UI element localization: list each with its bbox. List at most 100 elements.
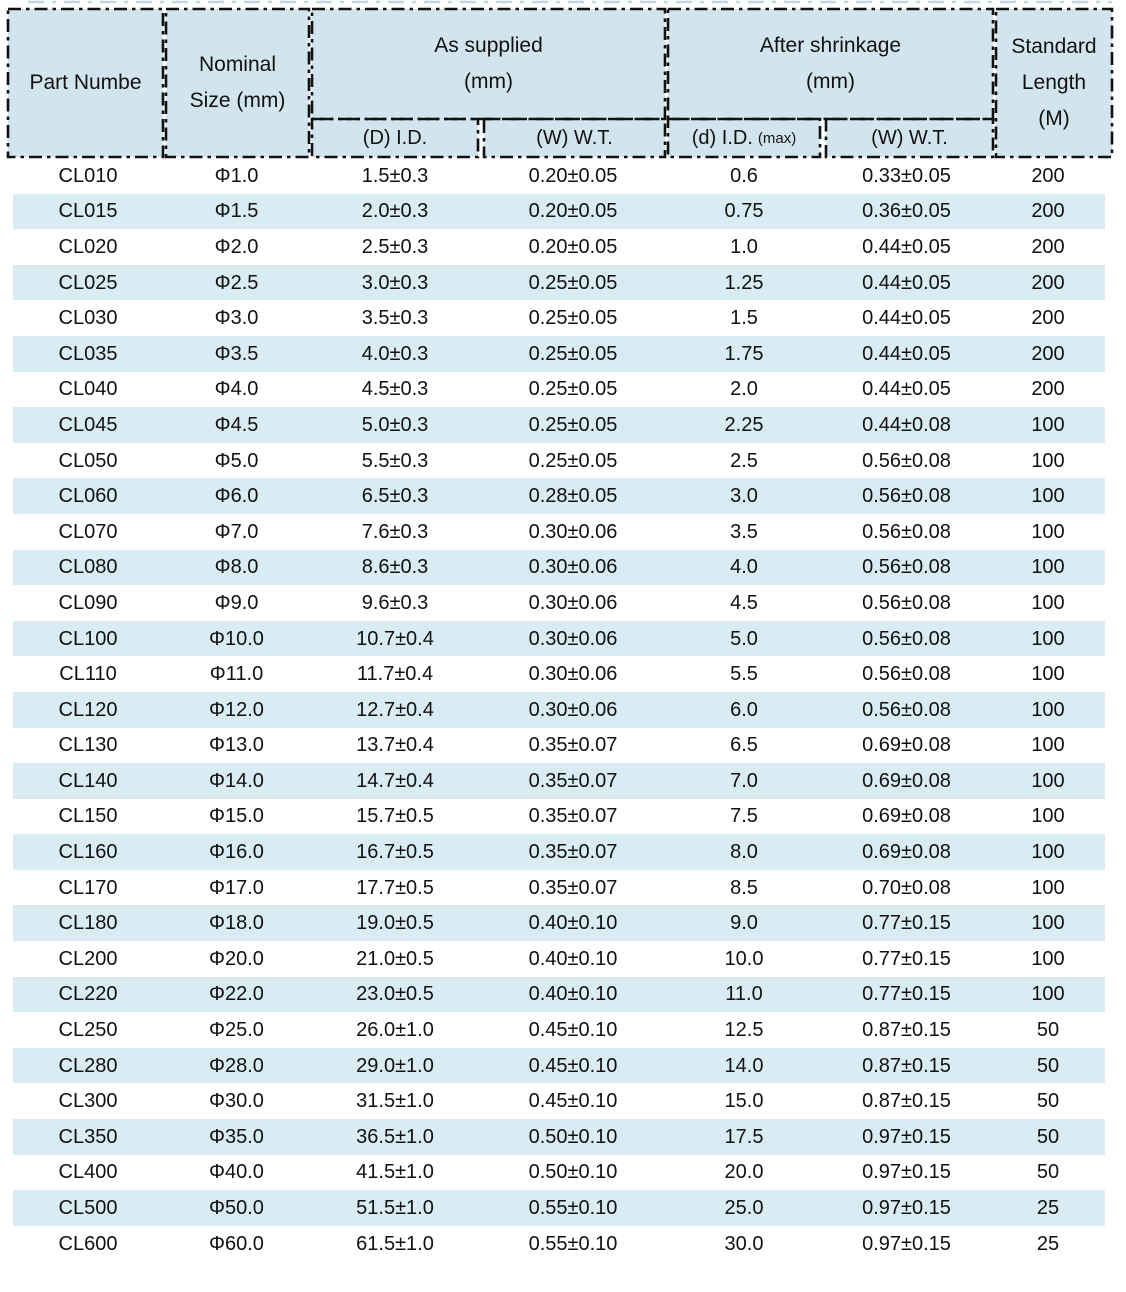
cell-shrunk-id: 7.0: [730, 769, 758, 792]
cell-part-number: CL280: [58, 1054, 118, 1077]
cell-supplied-id: 14.7±0.4: [356, 769, 434, 792]
cell-part-number: CL220: [58, 983, 118, 1006]
table-row: CL060 Φ6.0 6.5±0.3 0.28±0.05 3.0 0.56±0.08 100: [13, 478, 1105, 514]
cell-nominal-size: Φ9.0: [214, 591, 259, 614]
cell-supplied-wt: 0.50±0.10: [528, 1125, 618, 1148]
cell-shrunk-wt: 0.69±0.08: [862, 769, 951, 792]
cell-supplied-wt: 0.30±0.06: [528, 627, 618, 650]
header-as-supplied: As supplied (mm): [312, 9, 665, 119]
table-row: CL130 Φ13.0 13.7±0.4 0.35±0.07 6.5 0.69±0.08 1…: [13, 728, 1105, 764]
cell-shrunk-wt: 0.44±0.05: [862, 271, 951, 294]
cell-standard-length: 100: [1031, 698, 1065, 721]
cell-shrunk-wt: 0.56±0.08: [862, 556, 951, 579]
cell-shrunk-id: 1.5: [730, 307, 758, 330]
cell-supplied-wt: 0.25±0.05: [528, 378, 618, 401]
cell-standard-length: 100: [1031, 876, 1065, 899]
cell-supplied-id: 4.0±0.3: [361, 342, 429, 365]
cell-nominal-size: Φ1.0: [214, 164, 259, 187]
header-shrunk-id-max-label: (max): [757, 129, 797, 147]
table-row: CL180 Φ18.0 19.0±0.5 0.40±0.10 9.0 0.77±0.15 1…: [13, 905, 1105, 942]
cell-nominal-size: Φ4.0: [214, 378, 259, 401]
cell-standard-length: 100: [1031, 912, 1065, 935]
table-row: CL170 Φ17.0 17.7±0.5 0.35±0.07 8.5 0.70±0.08 1…: [13, 870, 1105, 906]
cell-supplied-wt: 0.25±0.05: [528, 449, 618, 472]
table-row: CL100 Φ10.0 10.7±0.4 0.30±0.06 5.0 0.56±0.08 1…: [13, 620, 1105, 657]
cell-standard-length: 100: [1031, 627, 1065, 650]
header-standard-length: Standard Length (M): [996, 9, 1112, 157]
table-row: CL160 Φ16.0 16.7±0.5 0.35±0.07 8.0 0.69±0.08 1…: [13, 834, 1105, 870]
cell-nominal-size: Φ40.0: [209, 1161, 264, 1184]
cell-standard-length: 25: [1036, 1232, 1060, 1255]
cell-supplied-id: 13.7±0.4: [356, 734, 434, 757]
cell-part-number: CL110: [59, 663, 117, 686]
cell-shrunk-wt: 0.36±0.05: [862, 200, 951, 223]
table-row: CL120 Φ12.0 12.7±0.4 0.30±0.06 6.0 0.56±0.08 1…: [13, 691, 1105, 728]
cell-shrunk-id: 6.0: [730, 698, 758, 721]
cell-supplied-wt: 0.30±0.06: [528, 591, 618, 614]
cell-part-number: CL180: [58, 912, 118, 935]
cell-shrunk-id: 25.0: [724, 1197, 764, 1220]
cell-shrunk-id: 1.75: [724, 342, 764, 365]
cell-supplied-wt: 0.25±0.05: [528, 413, 618, 436]
cell-nominal-size: Φ60.0: [209, 1232, 264, 1255]
cell-supplied-wt: 0.20±0.05: [528, 200, 618, 223]
table-row: CL030 Φ3.0 3.5±0.3 0.25±0.05 1.5 0.44±0.05 200: [13, 300, 1105, 336]
table-row: CL090 Φ9.0 9.6±0.3 0.30±0.06 4.5 0.56±0.08 100: [13, 585, 1105, 621]
cell-standard-length: 50: [1036, 1019, 1060, 1042]
cell-part-number: CL020: [58, 235, 118, 258]
cell-nominal-size: Φ13.0: [209, 734, 264, 757]
cell-supplied-id: 5.0±0.3: [361, 413, 429, 436]
cell-supplied-wt: 0.30±0.06: [528, 698, 618, 721]
cell-nominal-size: Φ30.0: [209, 1090, 264, 1113]
table-row: CL025 Φ2.5 3.0±0.3 0.25±0.05 1.25 0.44±0.05 20…: [13, 264, 1105, 301]
cell-supplied-wt: 0.20±0.05: [528, 235, 618, 258]
cell-shrunk-id: 2.25: [724, 413, 764, 436]
header-part-number: Part Numbe: [8, 9, 163, 157]
cell-standard-length: 200: [1031, 342, 1065, 365]
cell-standard-length: 200: [1031, 307, 1065, 330]
cell-supplied-id: 31.5±1.0: [356, 1090, 434, 1113]
cell-part-number: CL090: [58, 591, 118, 614]
cell-shrunk-wt: 0.97±0.15: [862, 1232, 951, 1255]
cell-part-number: CL150: [58, 805, 118, 828]
cell-shrunk-wt: 0.77±0.15: [862, 947, 951, 970]
cell-part-number: CL050: [58, 449, 118, 472]
cell-nominal-size: Φ8.0: [214, 556, 259, 579]
cell-part-number: CL200: [58, 947, 118, 970]
table-row: CL040 Φ4.0 4.5±0.3 0.25±0.05 2.0 0.44±0.05 200: [13, 372, 1105, 408]
cell-nominal-size: Φ17.0: [209, 876, 264, 899]
cell-standard-length: 100: [1031, 591, 1065, 614]
cell-nominal-size: Φ10.0: [209, 627, 264, 650]
cell-shrunk-wt: 0.44±0.08: [862, 413, 951, 436]
header-shrunk-id-label: (d) I.D.: [691, 127, 753, 149]
cell-supplied-wt: 0.25±0.05: [528, 307, 618, 330]
cell-supplied-wt: 0.40±0.10: [528, 983, 618, 1006]
cell-nominal-size: Φ3.0: [214, 307, 259, 330]
cell-shrunk-id: 8.0: [730, 841, 758, 864]
cell-supplied-id: 51.5±1.0: [356, 1197, 434, 1220]
table-row: CL070 Φ7.0 7.6±0.3 0.30±0.06 3.5 0.56±0.08 100: [13, 514, 1105, 550]
cell-supplied-id: 4.5±0.3: [361, 378, 429, 401]
cell-shrunk-wt: 0.69±0.08: [862, 734, 951, 757]
cell-standard-length: 200: [1031, 235, 1065, 258]
table-row: CL020 Φ2.0 2.5±0.3 0.20±0.05 1.0 0.44±0.05 200: [13, 229, 1105, 265]
cell-part-number: CL600: [58, 1232, 118, 1255]
cell-standard-length: 100: [1031, 449, 1065, 472]
table-row: CL140 Φ14.0 14.7±0.4 0.35±0.07 7.0 0.69±0.08 1…: [13, 763, 1105, 799]
cell-shrunk-id: 30.0: [724, 1232, 764, 1255]
cell-supplied-id: 1.5±0.3: [361, 164, 429, 187]
cell-supplied-id: 23.0±0.5: [356, 983, 434, 1006]
table-row: CL010 Φ1.0 1.5±0.3 0.20±0.05 0.6 0.33±0.05 200: [13, 158, 1105, 194]
cell-supplied-id: 3.5±0.3: [361, 307, 429, 330]
cell-nominal-size: Φ7.0: [214, 520, 259, 543]
cell-shrunk-wt: 0.70±0.08: [862, 876, 951, 899]
cell-shrunk-id: 3.5: [730, 520, 758, 543]
cell-shrunk-id: 0.6: [730, 164, 758, 187]
cell-shrunk-wt: 0.56±0.08: [862, 485, 951, 508]
cell-shrunk-wt: 0.44±0.05: [862, 342, 951, 365]
cell-supplied-wt: 0.55±0.10: [528, 1232, 618, 1255]
cell-standard-length: 50: [1036, 1161, 1060, 1184]
cell-supplied-id: 36.5±1.0: [356, 1125, 434, 1148]
cell-part-number: CL040: [58, 378, 118, 401]
